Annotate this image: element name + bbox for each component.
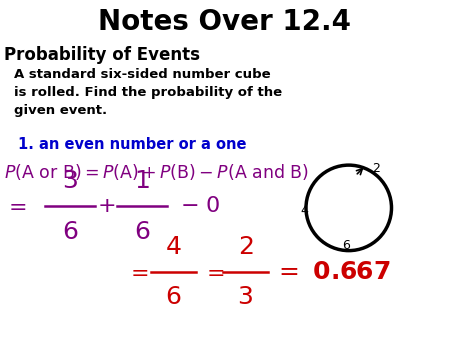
Text: $=$: $=$ [202,262,224,282]
Text: $4$: $4$ [165,235,181,259]
Text: $=$: $=$ [126,262,148,282]
Text: Notes Over 12.4: Notes Over 12.4 [99,8,351,37]
Text: $6$: $6$ [165,285,181,310]
Text: 2: 2 [372,162,380,175]
Text: $6$: $6$ [62,219,78,244]
Text: A standard six-sided number cube
is rolled. Find the probability of the
given ev: A standard six-sided number cube is roll… [14,68,282,117]
Text: $=\ \mathbf{0.667}$: $=\ \mathbf{0.667}$ [274,260,390,284]
Text: $\mathit{P}(\mathrm{A\ or\ B})=\mathit{P}(\mathrm{A})+\mathit{P}(\mathrm{B})-\ma: $\mathit{P}(\mathrm{A\ or\ B})=\mathit{P… [4,162,310,182]
Text: $=$: $=$ [4,196,27,216]
Text: $2$: $2$ [238,235,253,259]
Text: $1$: $1$ [134,169,149,193]
Text: Probability of Events: Probability of Events [4,46,201,64]
Text: $3$: $3$ [62,169,78,193]
Text: $-\ 0$: $-\ 0$ [180,196,220,216]
Text: 1. an even number or a one: 1. an even number or a one [18,137,247,152]
Text: $+$: $+$ [97,196,115,216]
Text: $6$: $6$ [134,219,150,244]
Text: 6: 6 [342,239,350,252]
Text: 4: 4 [301,203,309,217]
Text: $3$: $3$ [237,285,253,310]
